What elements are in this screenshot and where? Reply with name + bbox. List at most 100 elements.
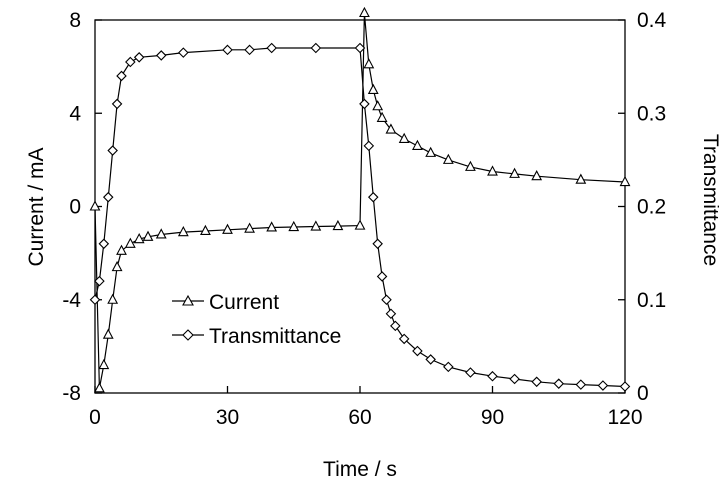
y-right-tick-labels: 0 0.1 0.2 0.3 0.4 bbox=[637, 9, 667, 405]
y-left-tick-label: 4 bbox=[69, 102, 81, 125]
data-point-current bbox=[442, 153, 454, 164]
series-transmittance bbox=[89, 42, 631, 392]
data-point-transmittance bbox=[553, 378, 565, 389]
data-point-current bbox=[363, 58, 375, 69]
data-point-transmittance bbox=[111, 98, 123, 110]
data-point-current bbox=[367, 83, 379, 94]
data-point-transmittance bbox=[487, 370, 498, 382]
y-right-tick-label: 0 bbox=[637, 382, 649, 405]
data-point-transmittance bbox=[531, 376, 542, 388]
x-tick-label: 120 bbox=[607, 406, 642, 429]
data-point-current bbox=[266, 221, 278, 232]
series-line-current bbox=[94, 12, 626, 389]
data-point-current bbox=[354, 219, 366, 230]
series-current bbox=[89, 6, 631, 393]
data-point-current bbox=[107, 293, 119, 304]
data-point-transmittance bbox=[94, 275, 105, 287]
data-point-transmittance bbox=[575, 379, 587, 390]
data-point-transmittance bbox=[222, 44, 233, 56]
legend-current-label: Current bbox=[209, 291, 279, 314]
data-point-transmittance bbox=[98, 238, 110, 250]
data-point-transmittance bbox=[359, 98, 370, 110]
data-point-transmittance bbox=[367, 191, 379, 203]
data-point-current bbox=[310, 220, 322, 231]
data-point-current bbox=[102, 328, 114, 339]
y-left-tick-label: 0 bbox=[69, 196, 81, 219]
data-point-current bbox=[177, 225, 189, 237]
data-point-current bbox=[200, 224, 211, 236]
data-point-transmittance bbox=[412, 345, 423, 357]
data-point-transmittance bbox=[125, 56, 136, 68]
data-point-transmittance bbox=[465, 367, 476, 378]
data-point-current bbox=[412, 139, 423, 150]
data-point-transmittance bbox=[178, 47, 189, 58]
data-point-current bbox=[385, 123, 397, 134]
data-point-current bbox=[425, 146, 437, 157]
data-point-current bbox=[531, 170, 543, 181]
legend-item-current: Current bbox=[172, 291, 279, 314]
data-point-current bbox=[244, 222, 255, 233]
data-point-transmittance bbox=[381, 294, 392, 306]
y-right-tick-label: 0.4 bbox=[637, 9, 667, 32]
data-point-transmittance bbox=[266, 42, 277, 54]
data-point-current bbox=[465, 160, 476, 171]
data-point-transmittance bbox=[133, 52, 145, 63]
data-point-current bbox=[142, 230, 154, 241]
legend: Current Transmittance bbox=[172, 291, 341, 348]
data-point-current bbox=[332, 219, 344, 231]
data-point-transmittance bbox=[509, 373, 520, 385]
x-tick-label: 90 bbox=[481, 406, 504, 429]
data-point-current bbox=[509, 167, 520, 178]
y-left-tick-label: -4 bbox=[62, 289, 81, 312]
legend-transmittance-marker bbox=[182, 329, 194, 341]
data-point-current bbox=[575, 173, 587, 184]
data-point-current bbox=[89, 200, 101, 211]
data-point-transmittance bbox=[363, 140, 375, 152]
axis-ticks bbox=[94, 19, 626, 394]
x-tick-label: 0 bbox=[89, 406, 101, 429]
data-point-current bbox=[222, 223, 233, 234]
y-left-axis-title: Current / mA bbox=[25, 147, 48, 266]
data-point-transmittance bbox=[385, 308, 397, 320]
data-point-current bbox=[376, 111, 388, 122]
data-point-transmittance bbox=[390, 320, 401, 332]
series-layer bbox=[89, 6, 631, 393]
data-point-current bbox=[288, 220, 300, 232]
data-point-transmittance bbox=[310, 42, 322, 54]
data-point-transmittance bbox=[155, 50, 167, 61]
y-right-tick-label: 0.3 bbox=[637, 102, 666, 125]
data-point-transmittance bbox=[398, 333, 410, 345]
data-point-transmittance bbox=[425, 354, 436, 365]
data-point-current bbox=[111, 260, 123, 272]
data-point-transmittance bbox=[244, 44, 255, 56]
y-right-axis-title: Transmittance bbox=[699, 134, 719, 266]
legend-current-marker bbox=[182, 294, 194, 306]
data-point-current bbox=[124, 237, 136, 248]
legend-item-transmittance: Transmittance bbox=[172, 325, 341, 348]
data-point-transmittance bbox=[372, 238, 383, 250]
data-point-transmittance bbox=[376, 271, 388, 282]
y-right-tick-label: 0.2 bbox=[637, 196, 666, 219]
data-point-current bbox=[372, 100, 384, 111]
data-point-transmittance bbox=[619, 381, 631, 392]
data-point-transmittance bbox=[89, 294, 101, 306]
y-left-tick-labels: -8 -4 0 4 8 bbox=[62, 9, 81, 405]
data-point-current bbox=[487, 165, 498, 176]
y-right-tick-label: 0.1 bbox=[637, 289, 666, 312]
y-left-tick-label: -8 bbox=[62, 382, 81, 405]
x-tick-labels: 0 30 60 90 120 bbox=[89, 406, 642, 429]
data-point-transmittance bbox=[116, 70, 127, 82]
x-axis-title: Time / s bbox=[323, 458, 397, 481]
data-point-transmittance bbox=[102, 191, 114, 203]
data-point-current bbox=[133, 232, 145, 244]
legend-transmittance-label: Transmittance bbox=[209, 325, 341, 348]
data-point-current bbox=[398, 132, 410, 143]
data-point-transmittance bbox=[354, 42, 366, 54]
data-point-current bbox=[116, 244, 127, 255]
data-point-transmittance bbox=[597, 380, 609, 391]
data-point-transmittance bbox=[443, 361, 454, 373]
x-tick-label: 60 bbox=[348, 406, 371, 429]
data-point-current bbox=[94, 382, 105, 393]
data-point-current bbox=[359, 6, 370, 18]
